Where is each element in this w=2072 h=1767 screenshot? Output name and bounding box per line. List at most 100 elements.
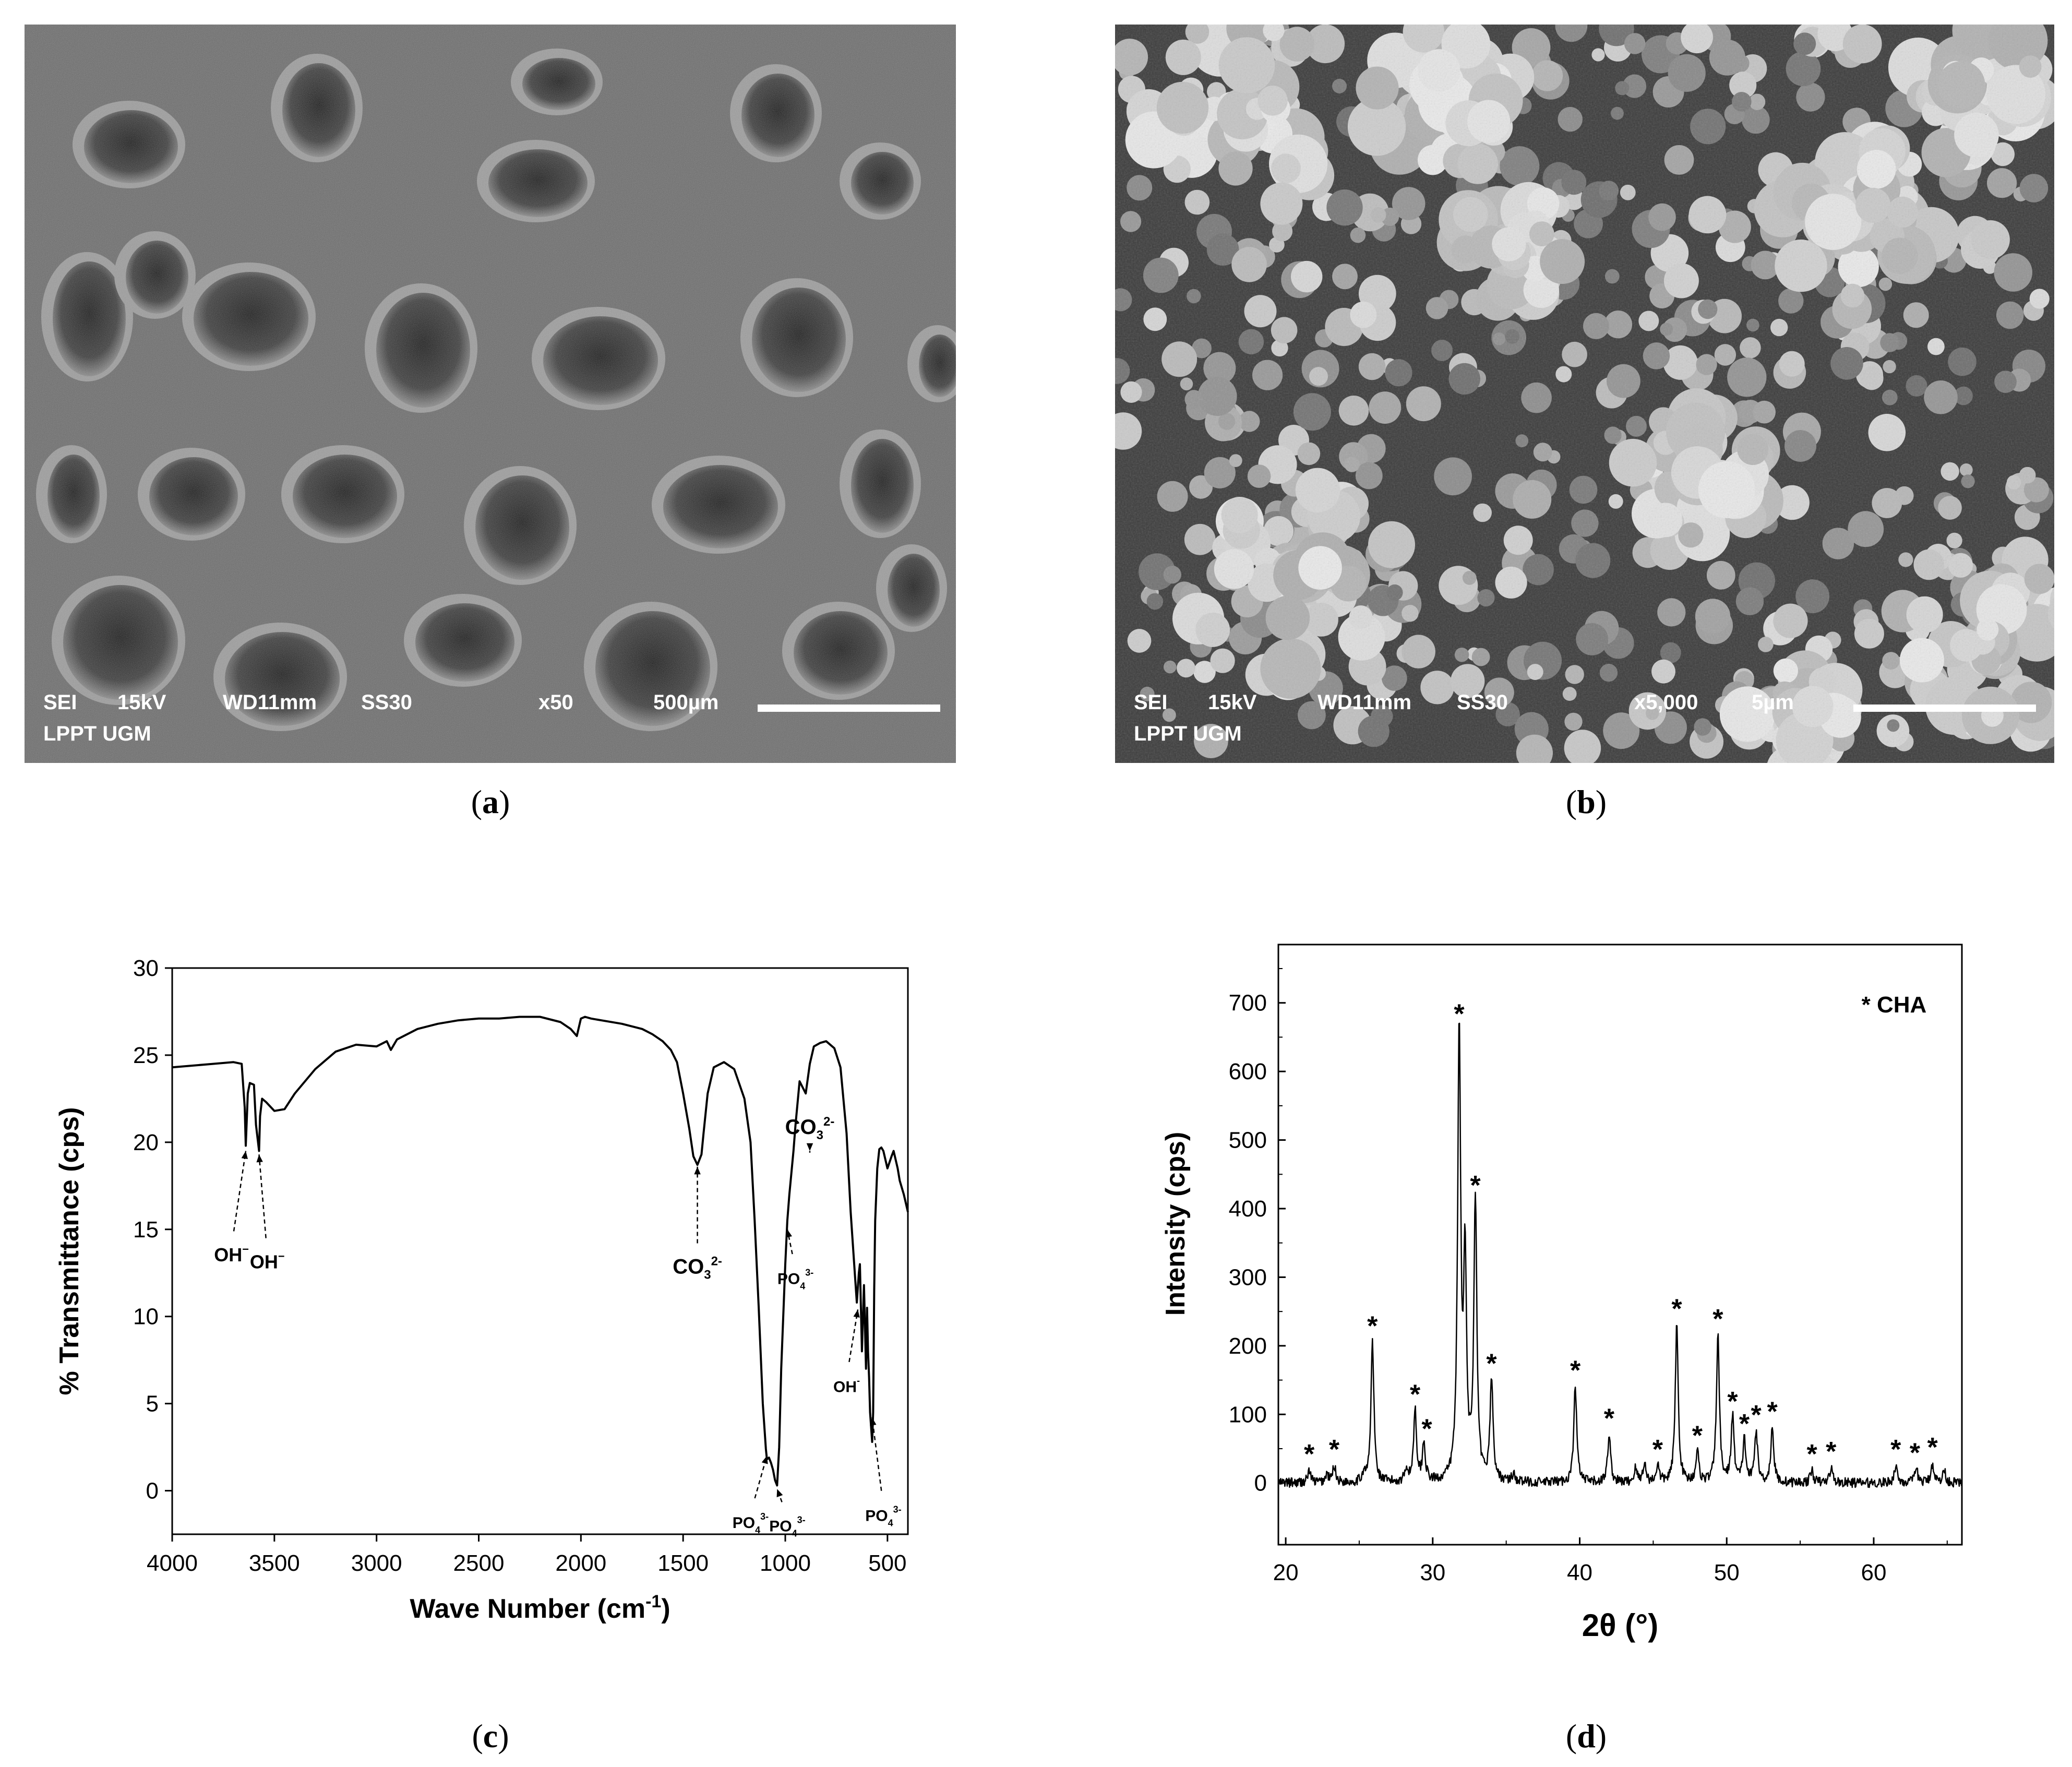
annotation-arrow (233, 1151, 247, 1232)
annotation-label: PO43- (865, 1505, 901, 1529)
x-tick-label: 40 (1567, 1560, 1592, 1585)
sem-image-b: SEI 15kV WD11mm SS30 x5,000 5µm LPPT UGM (1115, 25, 2054, 763)
annotation-arrow (258, 1154, 267, 1238)
sem-scale-label: 500µm (653, 691, 719, 714)
x-axis-label: Wave Number (cm-1) (410, 1592, 670, 1624)
x-tick-label: 4000 (147, 1550, 198, 1576)
cha-peak-star: * (1470, 1171, 1481, 1201)
x-tick-label: 1500 (657, 1550, 709, 1576)
y-tick-label: 0 (1254, 1471, 1267, 1496)
y-tick-label: 500 (1229, 1128, 1267, 1153)
cha-peak-star: * (1739, 1409, 1750, 1439)
y-axis-label: Intensity (cps) (1160, 1132, 1191, 1316)
annotation-arrow (776, 1488, 783, 1502)
cha-peak-star: * (1767, 1397, 1778, 1427)
cha-peak-star: * (1604, 1404, 1615, 1434)
y-tick-label: 15 (133, 1217, 159, 1243)
cha-peak-star: * (1367, 1311, 1378, 1341)
sem-spot-size: SS30 (1457, 691, 1508, 714)
sem-texture-b (1115, 25, 2054, 763)
annotation-label: OH− (250, 1250, 285, 1273)
annotation-arrowhead (694, 1166, 701, 1175)
sem-scale-bar (758, 705, 940, 712)
y-tick-label: 20 (133, 1130, 159, 1155)
annotation-arrow (848, 1309, 859, 1363)
cha-peak-star: * (1927, 1432, 1938, 1463)
annotation-arrowhead (256, 1154, 263, 1163)
annotation-label: PO43- (733, 1511, 769, 1535)
sem-voltage: 15kV (1208, 691, 1257, 714)
caption-b: (b) (1565, 783, 1607, 820)
ftir-chart: 4000 3500 3000 2500 2000 1500 1000 500 0 5 10 15 20 2… (54, 956, 909, 1624)
y-tick-label: 30 (133, 956, 159, 981)
annotation-arrowhead (761, 1455, 768, 1464)
sem-info-bar-a: SEI 15kV WD11mm SS30 x50 500µm LPPT UGM (25, 685, 956, 763)
x-tick-label: 2000 (555, 1550, 606, 1576)
legend: * CHA (1862, 992, 1927, 1018)
cha-peak-star: * (1304, 1439, 1315, 1470)
x-tick-label: 2500 (453, 1550, 505, 1576)
annotation-arrowhead (853, 1309, 860, 1318)
cha-peak-star: * (1826, 1437, 1837, 1467)
sem-magnification: x50 (538, 691, 573, 714)
cha-peak-star: * (1751, 1400, 1762, 1430)
annotation-arrowhead (870, 1417, 877, 1426)
x-tick-label: 20 (1273, 1560, 1299, 1585)
y-tick-label: 300 (1229, 1264, 1267, 1290)
cha-peak-star: * (1712, 1304, 1723, 1334)
y-tick-label: 200 (1229, 1333, 1267, 1359)
y-tick-label: 10 (133, 1304, 159, 1330)
cha-peak-star: * (1421, 1414, 1432, 1444)
sem-magnification: x5,000 (1634, 691, 1698, 714)
y-tick-label: 600 (1229, 1059, 1267, 1084)
y-tick-label: 5 (146, 1391, 159, 1417)
y-tick-label: 100 (1229, 1402, 1267, 1427)
x-tick-label: 3500 (249, 1550, 300, 1576)
sem-lab: LPPT UGM (43, 722, 151, 745)
y-tick-label: 0 (146, 1478, 159, 1504)
x-tick-label: 3000 (351, 1550, 402, 1576)
annotation-arrowhead (776, 1489, 783, 1498)
x-tick-label: 30 (1420, 1560, 1445, 1585)
cha-peak-star: * (1410, 1380, 1421, 1410)
plot-frame (171, 967, 909, 1535)
cha-peak-star: * (1910, 1438, 1921, 1468)
annotation-label: CO32- (673, 1255, 722, 1282)
annotation-arrow (871, 1417, 882, 1491)
sem-lab: LPPT UGM (1134, 722, 1242, 745)
cha-peak-star: * (1570, 1356, 1581, 1386)
cha-peak-star: * (1652, 1435, 1663, 1465)
sem-spot-size: SS30 (361, 691, 412, 714)
x-tick-label: 500 (868, 1550, 906, 1576)
y-axis-label: % Transmittance (cps) (54, 1107, 85, 1395)
sem-info-bar-b: SEI 15kV WD11mm SS30 x5,000 5µm LPPT UGM (1115, 685, 2054, 763)
caption-d: (d) (1565, 1717, 1607, 1754)
cha-peak-star: * (1454, 999, 1465, 1029)
sem-scale-label: 5µm (1752, 691, 1794, 714)
sem-texture-a (25, 25, 956, 763)
cha-peak-star: * (1486, 1349, 1497, 1379)
x-tick-label: 60 (1861, 1560, 1886, 1585)
sem-image-a: SEI 15kV WD11mm SS30 x50 500µm LPPT UGM (25, 25, 956, 763)
xrd-pattern-line (1277, 1022, 1962, 1488)
sem-working-distance: WD11mm (1318, 691, 1412, 714)
cha-peak-star: * (1807, 1439, 1818, 1470)
annotation-label: PO43- (769, 1515, 805, 1539)
sem-detector: SEI (1134, 691, 1168, 714)
y-tick-label: 400 (1229, 1196, 1267, 1222)
cha-peak-star: * (1727, 1387, 1738, 1417)
cha-peak-star: * (1329, 1435, 1340, 1465)
y-tick-label: 700 (1229, 990, 1267, 1016)
annotation-label: OH- (833, 1376, 860, 1396)
x-tick-label: 1000 (760, 1550, 811, 1576)
sem-voltage: 15kV (117, 691, 166, 714)
caption-c: (c) (472, 1717, 509, 1754)
annotation-label: CO32- (785, 1115, 835, 1142)
sem-scale-bar (1853, 705, 2036, 712)
annotation-label: OH− (214, 1243, 249, 1265)
sem-detector: SEI (43, 691, 77, 714)
cha-peak-star: * (1671, 1294, 1682, 1324)
cha-peak-star: * (1890, 1435, 1901, 1465)
sem-working-distance: WD11mm (223, 691, 317, 714)
